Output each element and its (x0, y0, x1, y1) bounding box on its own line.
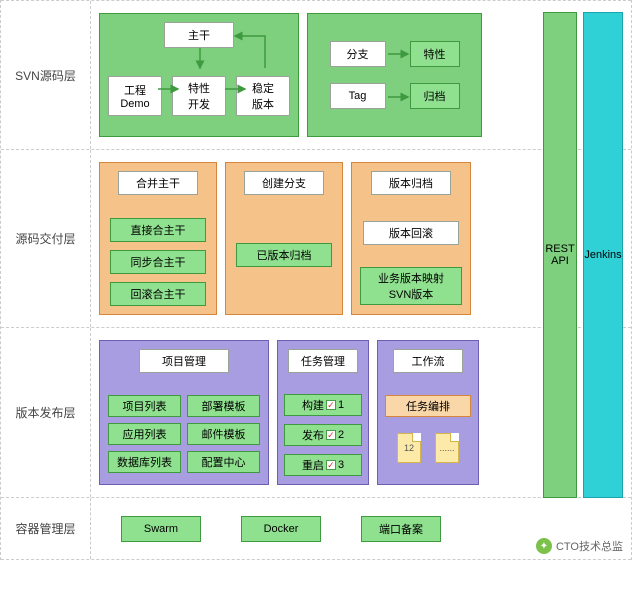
title-merge-trunk: 合并主干 (118, 171, 198, 195)
panel-rest-api: REST API (543, 12, 577, 498)
label-build: 构建 (302, 397, 324, 413)
footer-text: CTO技术总监 (556, 538, 623, 554)
node-trunk: 主干 (164, 22, 234, 48)
node-build: 构建✓1 (284, 394, 362, 416)
num-2: 2 (338, 429, 344, 441)
node-feature: 特性 (410, 41, 460, 67)
node-sync-merge: 同步合主干 (110, 250, 206, 274)
node-orchestrate: 任务编排 (385, 395, 471, 417)
node-direct-merge: 直接合主干 (110, 218, 206, 242)
panel-create-branch: 创建分支 已版本归档 (225, 162, 343, 315)
node-version-rollback: 版本回滚 (363, 221, 459, 245)
node-version-mapping: 业务版本映射 SVN版本 (360, 267, 462, 305)
node-rollback-merge: 回滚合主干 (110, 282, 206, 306)
panel-task-mgmt: 任务管理 构建✓1 发布✓2 重启✓3 (277, 340, 369, 485)
document-icon: ...... (435, 433, 459, 463)
architecture-diagram: SVN源码层 主干 工程 Demo 特性 开发 稳定 版本 (0, 0, 632, 560)
row-label-svn: SVN源码层 (1, 1, 91, 149)
node-swarm: Swarm (121, 516, 201, 542)
node-app-list: 应用列表 (108, 423, 181, 445)
row-label-container: 容器管理层 (1, 498, 91, 559)
check-icon: ✓ (326, 460, 336, 470)
footer-attribution: ✦ CTO技术总监 (536, 538, 623, 554)
panel-jenkins: Jenkins (583, 12, 623, 498)
panel-workflow: 工作流 任务编排 12 ...... (377, 340, 479, 485)
row-release: 版本发布层 项目管理 项目列表 部署模板 应用列表 邮件模板 数据库列表 配置中… (1, 328, 631, 498)
node-tag: Tag (330, 83, 386, 109)
node-restart: 重启✓3 (284, 454, 362, 476)
node-archived: 已版本归档 (236, 243, 332, 267)
node-mail-template: 邮件模板 (187, 423, 260, 445)
node-deploy-template: 部署模板 (187, 395, 260, 417)
node-stable: 稳定 版本 (236, 76, 290, 116)
num-3: 3 (338, 459, 344, 471)
node-publish: 发布✓2 (284, 424, 362, 446)
wechat-icon: ✦ (536, 538, 552, 554)
node-project-list: 项目列表 (108, 395, 181, 417)
label-restart: 重启 (302, 457, 324, 473)
title-workflow: 工作流 (393, 349, 463, 373)
row-label-delivery: 源码交付层 (1, 150, 91, 327)
row-label-release: 版本发布层 (1, 328, 91, 497)
title-version-archive: 版本归档 (371, 171, 451, 195)
node-feature-dev: 特性 开发 (172, 76, 226, 116)
node-docker: Docker (241, 516, 321, 542)
check-icon: ✓ (326, 430, 336, 440)
side-columns: REST API Jenkins (543, 12, 623, 498)
num-1: 1 (338, 399, 344, 411)
label-publish: 发布 (302, 427, 324, 443)
panel-merge-trunk: 合并主干 直接合主干 同步合主干 回滚合主干 (99, 162, 217, 315)
panel-project-mgmt: 项目管理 项目列表 部署模板 应用列表 邮件模板 数据库列表 配置中心 (99, 340, 269, 485)
row-svn: SVN源码层 主干 工程 Demo 特性 开发 稳定 版本 (1, 0, 631, 150)
title-create-branch: 创建分支 (244, 171, 324, 195)
title-project-mgmt: 项目管理 (139, 349, 229, 373)
branch-arrows (308, 14, 483, 134)
label-jenkins: Jenkins (584, 249, 621, 261)
check-icon: ✓ (326, 400, 336, 410)
node-config-center: 配置中心 (187, 451, 260, 473)
panel-trunk: 主干 工程 Demo 特性 开发 稳定 版本 (99, 13, 299, 137)
title-task-mgmt: 任务管理 (288, 349, 358, 373)
panel-branch-tag: 分支 特性 Tag 归档 (307, 13, 482, 137)
label-rest-api: REST API (545, 243, 574, 267)
node-db-list: 数据库列表 (108, 451, 181, 473)
row-delivery: 源码交付层 合并主干 直接合主干 同步合主干 回滚合主干 创建分支 已版本归档 … (1, 150, 631, 328)
node-demo: 工程 Demo (108, 76, 162, 116)
panel-version-archive: 版本归档 版本回滚 业务版本映射 SVN版本 (351, 162, 471, 315)
node-branch: 分支 (330, 41, 386, 67)
node-port-backup: 端口备案 (361, 516, 441, 542)
document-icon: 12 (397, 433, 421, 463)
node-archive: 归档 (410, 83, 460, 109)
